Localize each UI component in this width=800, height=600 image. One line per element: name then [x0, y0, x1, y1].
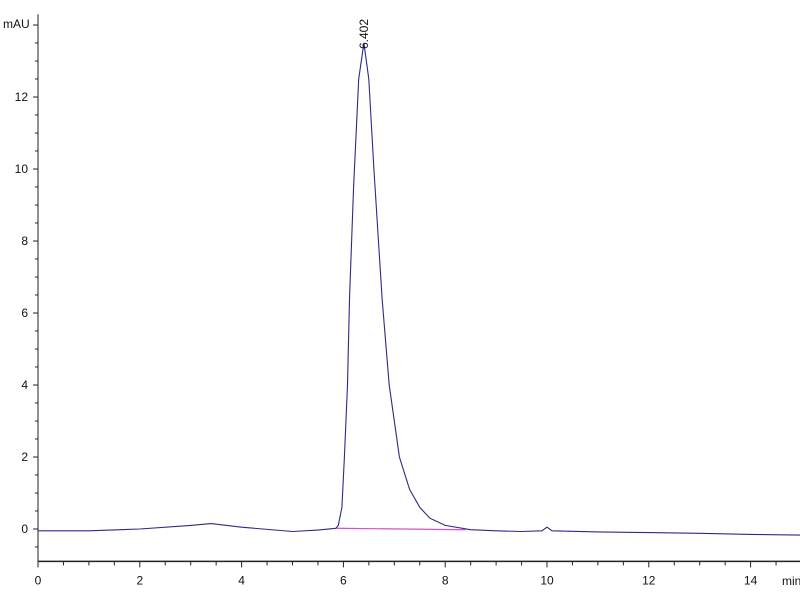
x-axis-label: min: [782, 574, 800, 588]
y-tick-label: 2: [21, 450, 28, 464]
peak-label: 6.402: [357, 19, 371, 49]
y-tick-label: 6: [21, 306, 28, 320]
x-tick-label: 14: [744, 573, 758, 587]
y-tick-label: 12: [15, 90, 29, 104]
axes: [37, 14, 800, 563]
x-tick-label: 6: [340, 573, 347, 587]
signal-trace: [38, 42, 800, 536]
integration-baseline: [335, 527, 466, 531]
x-tick-label: 4: [238, 573, 245, 587]
y-tick-label: 4: [21, 378, 28, 392]
x-tick-label: 2: [136, 573, 143, 587]
y-tick-label: 8: [21, 234, 28, 248]
x-tick-label: 0: [35, 573, 42, 587]
x-tick-label: 12: [642, 573, 656, 587]
y-axis-label: mAU: [3, 17, 30, 31]
x-tick-label: 8: [442, 573, 449, 587]
y-tick-label: 10: [15, 162, 29, 176]
x-tick-label: 10: [540, 573, 554, 587]
y-tick-label: 0: [21, 522, 28, 536]
ticks: 0 2 4 6 8 10 12 14 0 2 4 6 8 10 12: [15, 24, 777, 587]
